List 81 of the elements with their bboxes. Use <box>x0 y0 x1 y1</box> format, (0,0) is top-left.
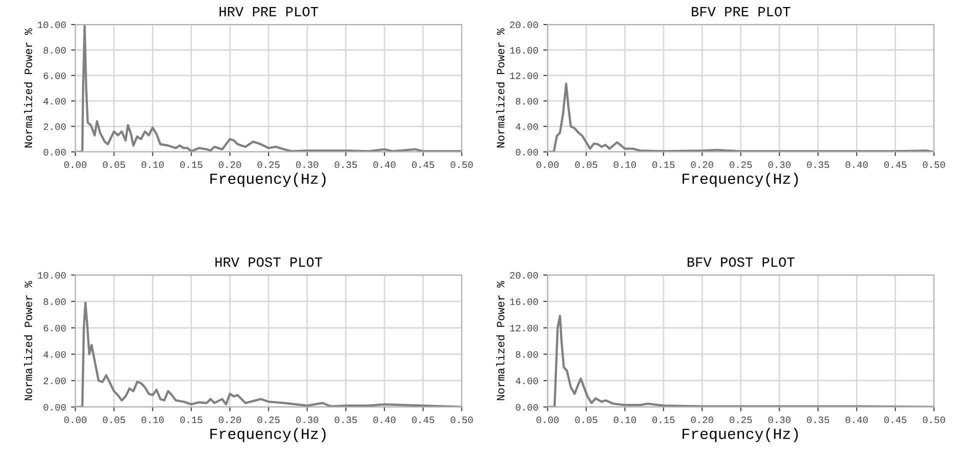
chart-title: HRV PRE PLOT <box>220 6 318 16</box>
x-tick-label: 0.20 <box>691 161 714 168</box>
x-tick-label: 0.25 <box>257 161 280 168</box>
y-tick-label: 0.00 <box>516 148 538 156</box>
y-tick-label: 12.00 <box>510 72 538 80</box>
x-tick-label: 0.35 <box>806 416 830 424</box>
x-tick-label: 0.00 <box>64 416 86 424</box>
y-tick-label: 16.00 <box>510 298 538 306</box>
x-tick-label: 0.00 <box>64 161 86 168</box>
x-tick-label: 0.10 <box>142 416 164 424</box>
x-tick-label: 0.10 <box>614 161 636 168</box>
x-tick-label: 0.10 <box>142 161 164 168</box>
y-axis-title: Normalized Power % <box>24 280 32 400</box>
x-tick-label: 0.30 <box>296 416 318 424</box>
y-tick-label: 8.00 <box>44 298 66 306</box>
chart-title: BFV POST PLOT <box>688 257 794 267</box>
x-tick-label: 0.35 <box>334 161 357 168</box>
x-tick-label: 0.15 <box>652 416 675 424</box>
y-tick-label: 4.00 <box>43 98 66 105</box>
y-tick-label: 8.00 <box>516 98 538 105</box>
x-tick-label: 0.45 <box>884 161 906 168</box>
y-tick-label: 0.00 <box>44 148 66 156</box>
x-tick-label: 0.00 <box>536 416 559 424</box>
x-tick-label: 0.20 <box>218 416 241 424</box>
x-tick-label: 0.15 <box>180 161 202 168</box>
x-tick-label: 0.35 <box>334 416 357 424</box>
x-axis-title: Frequency(Hz) <box>210 172 326 187</box>
x-tick-label: 0.45 <box>412 161 434 168</box>
x-tick-label: 0.20 <box>691 416 714 424</box>
y-tick-label: 4.00 <box>43 351 66 358</box>
x-tick-label: 0.35 <box>806 161 830 168</box>
x-tick-label: 0.05 <box>575 161 598 168</box>
line-series <box>75 24 462 152</box>
x-tick-label: 0.40 <box>373 161 396 168</box>
x-tick-label: 0.50 <box>450 161 473 168</box>
x-tick-label: 0.40 <box>846 161 868 168</box>
y-tick-label: 0.00 <box>44 404 66 411</box>
x-tick-label: 0.25 <box>730 161 752 168</box>
x-axis-title: Frequency(Hz) <box>682 428 798 442</box>
x-tick-label: 0.15 <box>180 416 202 424</box>
x-tick-label: 0.05 <box>102 416 126 424</box>
x-tick-label: 0.15 <box>652 161 675 168</box>
x-axis-title: Frequency(Hz) <box>210 428 326 442</box>
x-axis-title: Frequency(Hz) <box>682 172 798 187</box>
x-tick-label: 0.30 <box>768 161 790 168</box>
chart-title: HRV POST PLOT <box>215 257 322 267</box>
y-axis-title: Normalized Power % <box>496 280 504 400</box>
y-axis-title: Normalized Power % <box>496 28 504 148</box>
y-tick-label: 4.00 <box>516 378 538 384</box>
x-tick-label: 0.30 <box>768 416 790 424</box>
x-tick-label: 0.25 <box>257 416 280 424</box>
x-tick-label: 0.20 <box>218 161 241 168</box>
x-tick-label: 0.45 <box>412 416 434 424</box>
y-tick-label: 20.00 <box>510 22 538 28</box>
x-tick-label: 0.25 <box>730 416 752 424</box>
x-tick-label: 0.45 <box>884 416 906 424</box>
x-tick-label: 0.05 <box>102 161 126 168</box>
y-tick-label: 6.00 <box>44 72 66 80</box>
y-axis-title: Normalized Power % <box>24 28 32 148</box>
y-tick-label: 8.00 <box>44 47 66 54</box>
x-tick-label: 0.40 <box>373 416 396 424</box>
x-tick-label: 0.10 <box>614 416 636 424</box>
y-tick-label: 4.00 <box>516 123 538 130</box>
chart-title: BFV PRE PLOT <box>692 6 790 16</box>
y-tick-label: 0.00 <box>516 404 538 411</box>
y-tick-label: 2.00 <box>44 123 66 130</box>
x-tick-label: 0.50 <box>450 416 473 424</box>
y-tick-label: 2.00 <box>44 378 66 384</box>
y-tick-label: 16.00 <box>510 47 538 54</box>
x-tick-label: 0.40 <box>846 416 868 424</box>
y-tick-label: 12.00 <box>510 324 538 332</box>
x-tick-label: 0.50 <box>922 416 946 424</box>
x-tick-label: 0.05 <box>575 416 598 424</box>
y-tick-label: 8.00 <box>516 351 538 358</box>
y-tick-label: 6.00 <box>44 324 66 332</box>
x-tick-label: 0.50 <box>922 161 946 168</box>
y-tick-label: 10.00 <box>38 272 66 279</box>
y-tick-label: 20.00 <box>510 272 538 279</box>
x-tick-label: 0.30 <box>296 161 318 168</box>
x-tick-label: 0.00 <box>536 161 559 168</box>
y-tick-label: 10.00 <box>38 22 66 28</box>
